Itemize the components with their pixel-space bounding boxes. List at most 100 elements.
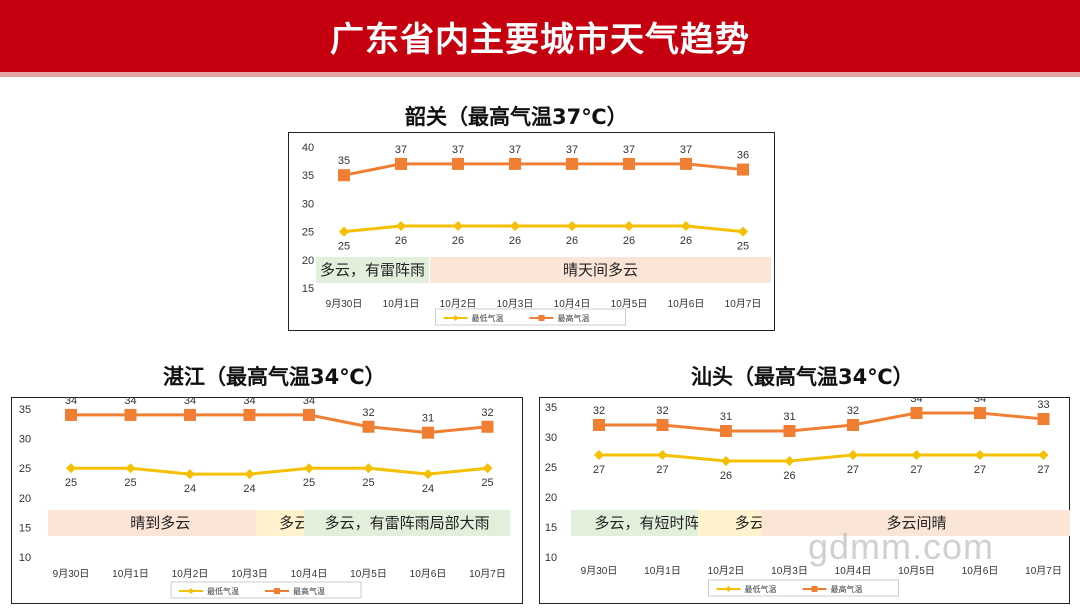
- legend-min-label: 最低气温: [472, 313, 504, 323]
- x-tick-label: 10月1日: [112, 568, 149, 580]
- min-temp-label: 25: [65, 477, 77, 489]
- header-divider: [0, 72, 1080, 77]
- min-temp-point: [453, 220, 463, 231]
- header-banner: 广东省内主要城市天气趋势: [0, 0, 1080, 72]
- x-tick-label: 10月2日: [440, 298, 477, 310]
- legend-max-marker: [811, 586, 818, 592]
- y-tick-label: 20: [302, 255, 314, 267]
- max-temp-point: [974, 407, 986, 419]
- y-tick-label: 35: [19, 404, 31, 416]
- x-tick-label: 10月4日: [291, 568, 328, 580]
- min-temp-point: [510, 220, 520, 231]
- min-temp-point: [721, 456, 731, 466]
- y-tick-label: 15: [302, 283, 314, 295]
- max-temp-label: 32: [593, 405, 605, 417]
- x-tick-label: 9月30日: [326, 298, 363, 310]
- min-temp-label: 27: [656, 464, 668, 476]
- max-temp-label: 34: [910, 397, 922, 405]
- min-temp-point: [304, 463, 314, 474]
- min-temp-point: [784, 456, 795, 466]
- legend-max-marker: [538, 315, 545, 321]
- min-temp-label: 25: [124, 477, 136, 489]
- min-temp-label: 27: [1037, 464, 1049, 476]
- x-tick-label: 9月30日: [581, 565, 618, 577]
- max-temp-label: 37: [680, 144, 692, 156]
- y-tick-label: 25: [19, 463, 31, 475]
- min-temp-label: 26: [680, 235, 692, 247]
- max-temp-label: 37: [509, 144, 521, 156]
- min-temp-point: [244, 469, 255, 480]
- max-temp-label: 32: [847, 405, 859, 417]
- min-temp-point: [396, 220, 406, 231]
- min-temp-point: [185, 469, 195, 480]
- x-tick-label: 10月3日: [497, 298, 534, 310]
- y-tick-label: 30: [302, 198, 314, 210]
- min-temp-point: [363, 463, 374, 474]
- min-temp-point: [125, 463, 136, 474]
- chart-title-zhanjiang: 湛江（最高气温34℃）: [163, 365, 386, 389]
- x-tick-label: 10月1日: [383, 298, 420, 310]
- x-tick-label: 10月7日: [725, 298, 762, 310]
- min-temp-point: [975, 450, 985, 460]
- min-temp-point: [1038, 450, 1049, 460]
- max-temp-point: [847, 419, 859, 431]
- x-tick-label: 10月1日: [644, 565, 681, 577]
- y-tick-label: 35: [302, 170, 314, 182]
- weather-band-label: 多云，有短时阵雨: [595, 515, 715, 532]
- x-tick-label: 9月30日: [53, 568, 90, 580]
- max-temp-label: 35: [338, 155, 350, 167]
- min-temp-label: 26: [452, 235, 464, 247]
- y-tick-label: 20: [545, 492, 557, 504]
- min-temp-label: 27: [847, 464, 859, 476]
- max-temp-point: [566, 157, 578, 170]
- max-temp-point: [362, 420, 375, 433]
- x-tick-label: 10月2日: [708, 565, 745, 577]
- max-temp-label: 33: [1037, 399, 1049, 411]
- min-temp-label: 24: [243, 483, 255, 495]
- y-tick-label: 30: [545, 432, 557, 444]
- min-temp-point: [738, 226, 748, 237]
- x-tick-label: 10月4日: [554, 298, 591, 310]
- min-temp-label: 25: [362, 477, 374, 489]
- max-temp-point: [481, 420, 494, 433]
- x-tick-label: 10月5日: [350, 568, 387, 580]
- x-tick-label: 10月5日: [611, 298, 648, 310]
- max-temp-label: 37: [452, 144, 464, 156]
- weather-band-label: 多云: [279, 515, 309, 532]
- min-temp-point: [423, 469, 433, 480]
- watermark: gdmm.com: [808, 526, 995, 567]
- max-temp-label: 31: [720, 411, 732, 423]
- min-temp-label: 24: [184, 483, 196, 495]
- chart-shantou: 10 15 20 25 30 35 多云，有短时阵雨 多云 多云间晴 27 27 26 26 27 27 27…: [539, 397, 1070, 604]
- min-temp-label: 26: [783, 470, 795, 482]
- max-temp-label: 34: [124, 397, 136, 407]
- max-temp-point: [509, 157, 521, 170]
- min-temp-point: [567, 220, 577, 231]
- y-tick-label: 15: [545, 522, 557, 534]
- legend-box: [708, 579, 899, 597]
- max-temp-point: [1037, 413, 1050, 425]
- max-temp-label: 34: [65, 397, 77, 407]
- min-temp-label: 26: [623, 235, 635, 247]
- min-temp-point: [624, 220, 634, 231]
- y-tick-label: 20: [19, 493, 31, 505]
- x-tick-label: 10月7日: [1025, 565, 1062, 577]
- max-temp-point: [65, 408, 77, 421]
- series-line-max: [599, 411, 1044, 433]
- max-temp-point: [303, 408, 315, 421]
- chart-title-shaoguan: 韶关（最高气温37℃）: [405, 105, 628, 129]
- weather-band-label: 晴到多云: [130, 515, 190, 532]
- max-temp-label: 34: [303, 397, 315, 407]
- y-tick-label: 10: [19, 552, 31, 564]
- weather-band: [761, 510, 1070, 536]
- y-tick-label: 40: [302, 142, 314, 154]
- min-temp-point: [848, 450, 858, 460]
- min-temp-point: [657, 450, 668, 460]
- legend-min-label: 最低气温: [207, 586, 239, 596]
- min-temp-label: 27: [593, 464, 605, 476]
- weather-band: [430, 257, 771, 283]
- chart-frame: [539, 397, 1070, 604]
- weather-band-label: 多云间晴: [886, 515, 946, 532]
- x-tick-label: 10月6日: [962, 565, 999, 577]
- weather-band-label: 多云，有雷阵雨局部大雨: [325, 515, 490, 532]
